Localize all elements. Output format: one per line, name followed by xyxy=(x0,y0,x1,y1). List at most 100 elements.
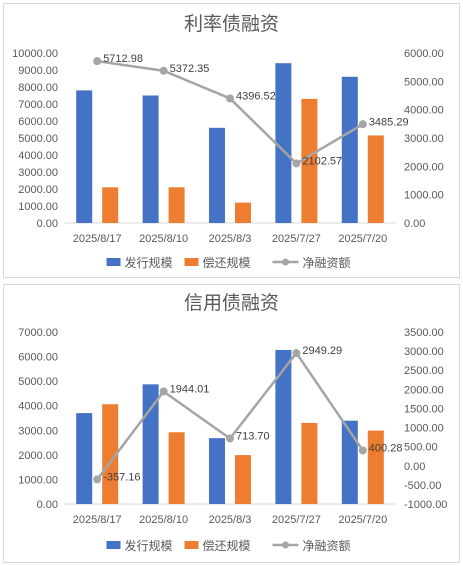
y-left-tick-label: 4000.00 xyxy=(18,401,58,413)
y-left-tick-label: 7000.00 xyxy=(18,99,58,111)
bar-issuance xyxy=(275,349,292,504)
bar-issuance xyxy=(209,127,225,223)
legend-label: 净融资额 xyxy=(303,539,351,553)
net-financing-point xyxy=(93,475,102,484)
y-left-tick-label: 10000.00 xyxy=(12,48,58,60)
net-financing-data-label: 5372.35 xyxy=(170,63,210,75)
chart-title: 利率债融资 xyxy=(184,13,279,35)
y-left-tick-label: 7000.00 xyxy=(18,327,58,339)
legend-swatch-repayment xyxy=(184,258,199,266)
net-financing-data-label: 5712.98 xyxy=(103,53,143,65)
chart-panel-credit-bond: 信用债融资 0.00 1000.00 2000.00 3000.00 4000.00 500… xyxy=(3,284,460,563)
legend-label: 发行规模 xyxy=(125,538,173,553)
bar-issuance xyxy=(341,420,358,504)
net-financing-data-label: 400.28 xyxy=(369,442,403,454)
y-right-tick-label: 5000.00 xyxy=(404,76,444,88)
net-financing-point xyxy=(159,387,168,396)
y-left-tick-label: 5000.00 xyxy=(18,376,58,388)
net-financing-data-label: 713.70 xyxy=(236,430,270,442)
x-tick-label: 2025/7/27 xyxy=(272,514,321,526)
legend-label: 净融资额 xyxy=(303,256,351,270)
rate-bond-chart-svg: 利率债融资 0.00 1000.00 2000.00 3000.00 4000.00 500… xyxy=(12,13,444,270)
net-financing-point xyxy=(226,94,234,103)
bar-repayment xyxy=(168,187,185,223)
y-right-tick-label: 1000.00 xyxy=(404,423,444,435)
y-left-tick-label: 6000.00 xyxy=(18,352,58,364)
chart-panel-rate-bond: 利率债融资 0.00 1000.00 2000.00 3000.00 4000.00 500… xyxy=(3,3,460,278)
bar-repayment xyxy=(102,404,119,504)
bar-repayment xyxy=(235,202,251,223)
legend-label: 发行规模 xyxy=(125,255,173,270)
y-right-tick-label: 6000.00 xyxy=(404,48,444,60)
net-financing-line xyxy=(97,59,364,165)
net-financing-data-label: 2102.57 xyxy=(302,155,342,167)
y-left-tick-label: 1000.00 xyxy=(18,201,58,213)
bar-repayment xyxy=(301,98,318,223)
net-financing-point xyxy=(226,434,234,443)
y-left-tick-label: 0.00 xyxy=(37,499,58,511)
x-tick-label: 2025/8/3 xyxy=(209,233,252,245)
x-tick-label: 2025/8/10 xyxy=(139,233,188,245)
legend-swatch-issuance xyxy=(106,541,121,549)
legend-label: 偿还规模 xyxy=(203,538,251,553)
net-financing-point xyxy=(93,57,102,66)
y-right-tick-label: 2000.00 xyxy=(404,161,444,173)
y-right-tick-label: 1500.00 xyxy=(404,403,444,415)
y-right-tick-label: -500.00 xyxy=(404,480,441,492)
x-tick-label: 2025/7/20 xyxy=(338,514,387,526)
y-right-tick-label: 0.00 xyxy=(404,218,425,230)
bar-repayment xyxy=(235,455,251,504)
x-tick-label: 2025/7/27 xyxy=(272,233,321,245)
bar-issuance xyxy=(209,438,225,504)
y-left-tick-label: 0.00 xyxy=(37,218,58,230)
legend-marker-net-financing xyxy=(282,258,289,266)
x-tick-label: 2025/7/20 xyxy=(338,233,387,245)
y-left-tick-label: 3000.00 xyxy=(18,425,58,437)
net-financing-data-label: 4396.52 xyxy=(236,90,276,102)
bar-repayment xyxy=(367,430,384,504)
x-tick-label: 2025/8/3 xyxy=(209,514,252,526)
y-left-tick-label: 8000.00 xyxy=(18,82,58,94)
bar-issuance xyxy=(76,90,93,224)
y-left-tick-label: 9000.00 xyxy=(18,65,58,77)
chart-title: 信用债融资 xyxy=(184,292,279,314)
net-financing-point xyxy=(292,159,301,168)
x-tick-label: 2025/8/10 xyxy=(139,514,188,526)
x-tick-label: 2025/8/17 xyxy=(73,233,122,245)
legend-swatch-issuance xyxy=(106,258,121,266)
bar-repayment xyxy=(102,187,119,223)
y-left-tick-label: 3000.00 xyxy=(18,167,58,179)
net-financing-point xyxy=(358,120,367,129)
y-right-tick-label: 1000.00 xyxy=(404,190,444,202)
y-right-tick-label: -1000.00 xyxy=(404,499,447,511)
bar-issuance xyxy=(76,413,93,504)
x-tick-label: 2025/8/17 xyxy=(73,514,122,526)
net-financing-point xyxy=(358,446,367,455)
legend-swatch-repayment xyxy=(184,541,199,549)
y-left-tick-label: 5000.00 xyxy=(18,133,58,145)
net-financing-data-label: -357.16 xyxy=(103,471,140,483)
bar-repayment xyxy=(301,422,318,504)
bar-issuance xyxy=(142,95,159,223)
net-financing-data-label: 1944.01 xyxy=(170,383,210,395)
y-right-tick-label: 4000.00 xyxy=(404,105,444,117)
legend-label: 偿还规模 xyxy=(203,255,251,270)
net-financing-line xyxy=(96,351,364,481)
y-right-tick-label: 3500.00 xyxy=(404,327,444,339)
bar-repayment xyxy=(367,135,384,223)
net-financing-data-label: 2949.29 xyxy=(302,345,342,357)
y-right-tick-label: 2000.00 xyxy=(404,384,444,396)
legend-marker-net-financing xyxy=(282,541,289,549)
bar-issuance xyxy=(341,76,358,223)
bar-issuance xyxy=(275,63,292,224)
y-right-tick-label: 3000.00 xyxy=(404,133,444,145)
y-left-tick-label: 2000.00 xyxy=(18,450,58,462)
bar-repayment xyxy=(168,432,185,504)
y-left-tick-label: 6000.00 xyxy=(18,116,58,128)
y-left-tick-label: 2000.00 xyxy=(18,184,58,196)
credit-bond-chart-svg: 信用债融资 0.00 1000.00 2000.00 3000.00 4000.00 500… xyxy=(18,292,447,553)
y-left-tick-label: 1000.00 xyxy=(18,474,58,486)
y-right-tick-label: 0.00 xyxy=(404,461,425,473)
y-right-tick-label: 3000.00 xyxy=(404,346,444,358)
net-financing-point xyxy=(292,349,301,358)
